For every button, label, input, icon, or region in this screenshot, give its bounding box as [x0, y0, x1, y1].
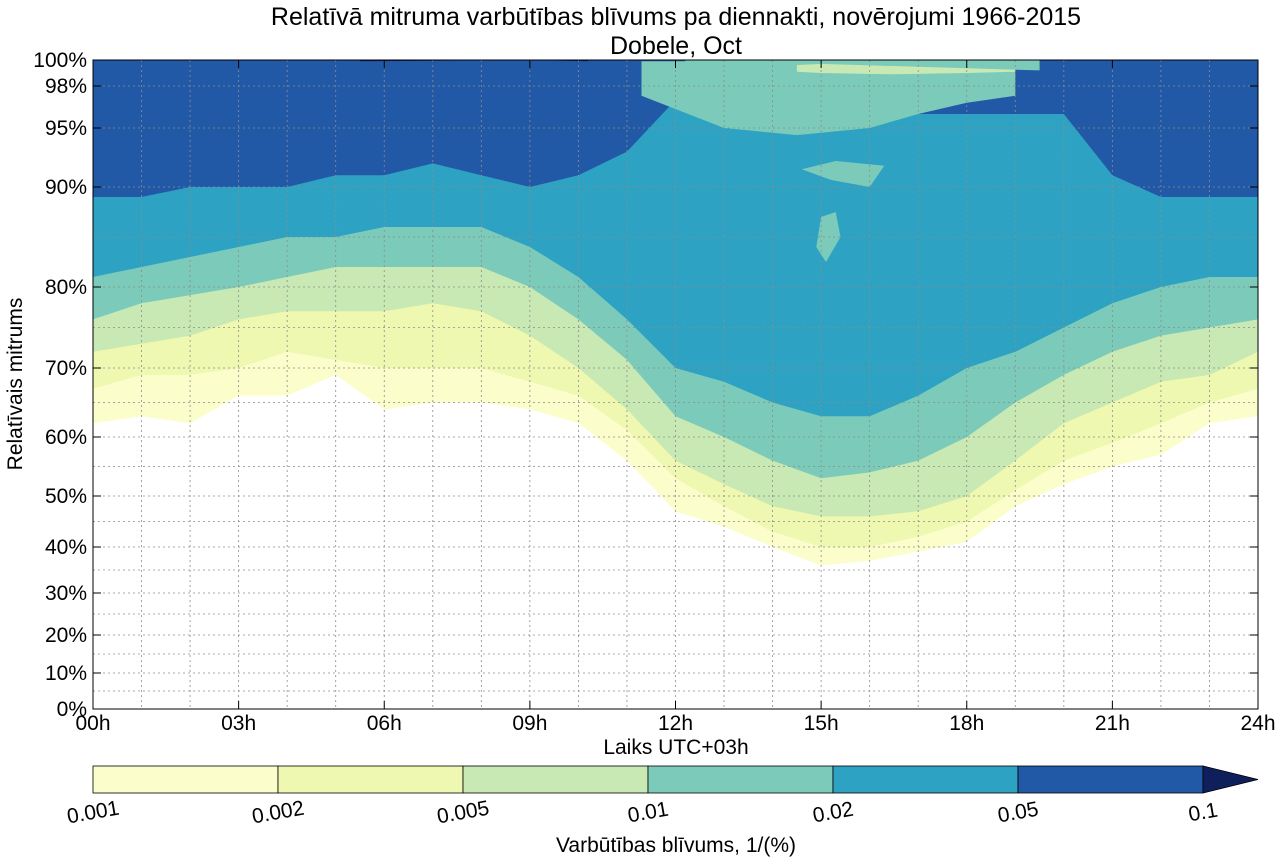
colorbar-tick-label: 0.05	[996, 798, 1040, 828]
y-tick-label: 98%	[45, 75, 87, 98]
contour-bulge-0.01	[641, 60, 1016, 136]
colorbar-label: Varbūtības blīvums, 1/(%)	[556, 834, 796, 857]
grid-lines	[93, 60, 1258, 709]
contour-island-a	[801, 161, 885, 187]
x-tick-label: 21h	[1095, 712, 1130, 735]
colorbar-tick-labels: 0.001 0.002 0.005 0.01 0.02 0.05 0.1	[65, 797, 1219, 829]
y-axis-label: Relatīvais mitrums	[4, 298, 27, 471]
y-tick-labels: 0% 10% 20% 30% 40% 50% 60% 70% 80% 90% 95% 98% 100%	[33, 49, 87, 721]
y-tick-label: 70%	[45, 357, 87, 380]
colorbar-tick-label: 0.01	[626, 798, 670, 828]
colorbar-tick-label: 0.001	[65, 797, 121, 829]
colorbar-tick-label: 0.005	[435, 797, 491, 829]
colorbar-tick-label: 0.02	[811, 798, 855, 828]
y-tick-label: 40%	[45, 536, 87, 559]
x-tick-labels: 00h 03h 06h 09h 12h 15h 18h 21h 24h	[75, 712, 1275, 735]
x-tick-label: 18h	[949, 712, 984, 735]
colorbar-swatch	[277, 765, 464, 794]
y-tick-label: 80%	[45, 276, 87, 299]
x-tick-label: 03h	[221, 712, 256, 735]
y-tick-label: 0%	[57, 698, 87, 721]
colorbar-swatch	[92, 765, 279, 794]
x-tick-label: 24h	[1240, 712, 1275, 735]
y-tick-label: 100%	[33, 49, 87, 72]
x-axis-label: Laiks UTC+03h	[603, 736, 748, 759]
colorbar-swatch	[1017, 765, 1204, 794]
colorbar	[92, 765, 1259, 794]
y-tick-label: 50%	[45, 485, 87, 508]
x-tick-label: 09h	[512, 712, 547, 735]
colorbar-tick-label: 0.1	[1187, 799, 1220, 827]
chart-title: Relatīvā mitruma varbūtības blīvums pa d…	[271, 3, 1081, 31]
colorbar-tick-label: 0.002	[250, 797, 306, 829]
axis-ticks	[92, 59, 1259, 710]
colorbar-swatch	[832, 765, 1019, 794]
y-tick-label: 30%	[45, 582, 87, 605]
y-tick-label: 20%	[45, 624, 87, 647]
chart-subtitle: Dobele, Oct	[610, 32, 742, 60]
y-tick-label: 95%	[45, 117, 87, 140]
y-tick-label: 60%	[45, 426, 87, 449]
y-tick-label: 90%	[45, 176, 87, 199]
x-tick-label: 00h	[75, 712, 110, 735]
x-tick-label: 12h	[658, 712, 693, 735]
x-tick-label: 06h	[367, 712, 402, 735]
colorbar-swatch	[462, 765, 649, 794]
contour-top-light-0.01	[685, 60, 1040, 71]
x-tick-label: 15h	[804, 712, 839, 735]
colorbar-extend-arrow	[1202, 765, 1259, 794]
y-tick-label: 10%	[45, 662, 87, 685]
colorbar-swatch	[647, 765, 834, 794]
